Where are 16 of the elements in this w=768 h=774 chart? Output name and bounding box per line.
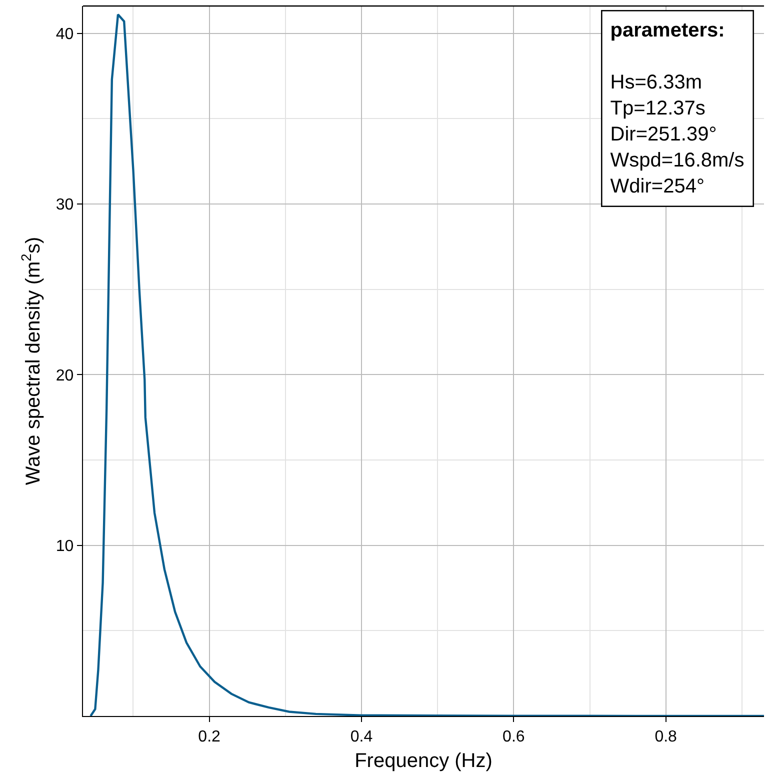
x-tick-label: 0.6 xyxy=(502,728,525,746)
y-tick-label: 30 xyxy=(56,196,74,214)
annotation: Wdir=254° xyxy=(610,175,704,198)
y-tick-label: 20 xyxy=(56,367,74,384)
annotation: Dir=251.39° xyxy=(610,123,717,146)
line-series xyxy=(90,13,764,716)
y-tick-label: 40 xyxy=(56,26,74,43)
x-tick-label: 0.4 xyxy=(350,728,373,746)
annotation: Tp=12.37s xyxy=(610,97,706,120)
x-tick-label: 0.8 xyxy=(654,728,678,746)
annotation: Wspd=16.8m/s xyxy=(610,149,744,172)
x-axis-title: Frequency (Hz) xyxy=(354,750,492,772)
y-tick-label: 10 xyxy=(56,538,74,555)
annotation: Hs=6.33m xyxy=(610,71,702,94)
x-tick-label: 0.2 xyxy=(198,728,221,746)
annotation: parameters: xyxy=(610,19,725,42)
